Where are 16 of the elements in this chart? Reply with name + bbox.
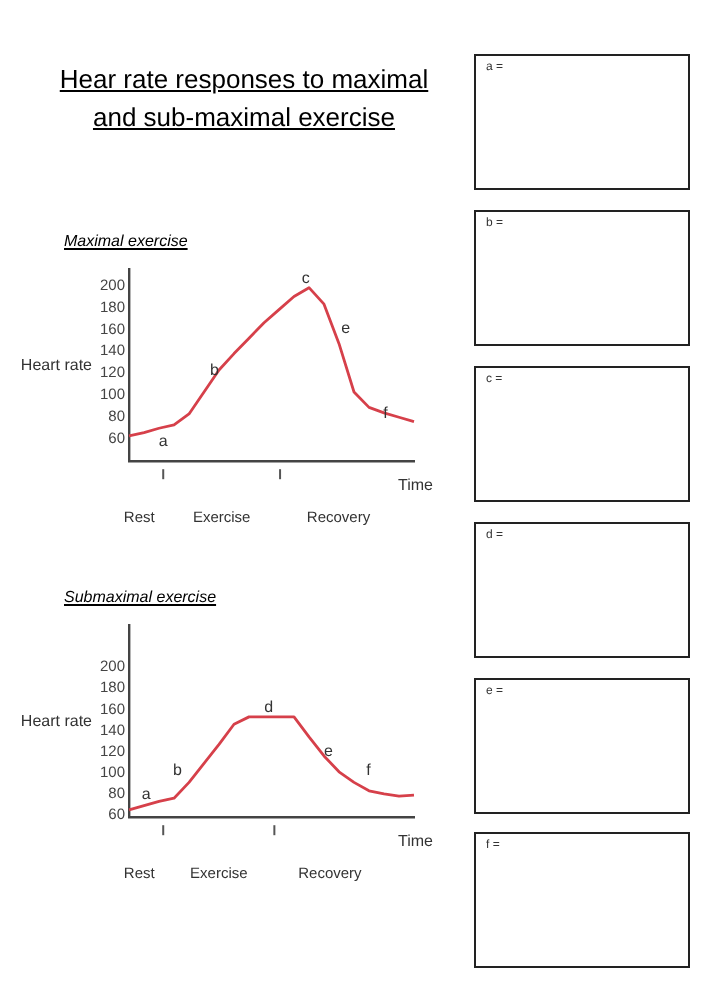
annotation: e: [324, 742, 335, 761]
annotation: c: [301, 269, 310, 288]
y-axis-title: Heart rate: [20, 355, 94, 374]
annotation: a: [141, 784, 152, 803]
text: Hear rate responses to maximal and sub-maximal exercise: [57, 62, 431, 136]
annotation: f: [383, 403, 390, 422]
chart-title: Submaximal exercise: [64, 588, 219, 610]
x-axis-title: Time: [398, 831, 435, 850]
x-axis-title: Time: [398, 475, 435, 494]
annotation: a: [158, 432, 169, 451]
annotation: f: [366, 761, 373, 780]
chart-title: Maximal exercise: [64, 232, 190, 254]
annotation: d: [264, 698, 274, 717]
annotation: e: [341, 318, 352, 337]
annotation: b: [173, 761, 184, 780]
y-axis-title: Heart rate: [20, 711, 94, 730]
